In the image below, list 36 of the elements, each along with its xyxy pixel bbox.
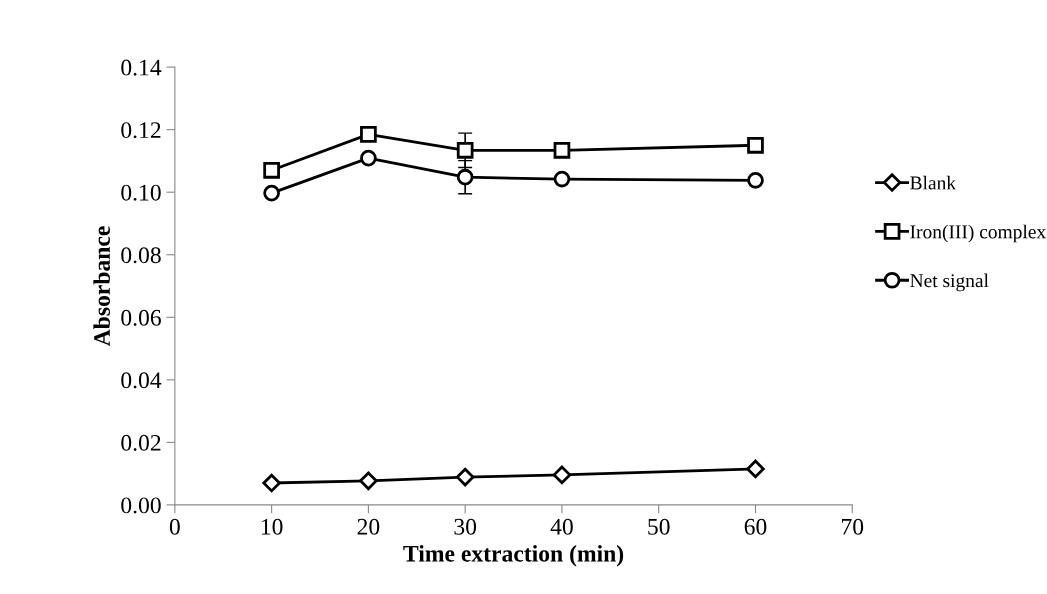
x-tick-label: 20 <box>357 518 380 535</box>
x-tick-label: 40 <box>550 518 573 535</box>
x-tick-label: 50 <box>648 518 670 535</box>
point <box>456 168 474 186</box>
point <box>263 184 280 202</box>
x-tick-label: 60 <box>744 518 767 535</box>
legend-label: Blank <box>910 175 957 190</box>
point <box>747 171 764 189</box>
x-tick-label: 10 <box>261 518 283 535</box>
y-tick-label: 0.06 <box>121 309 161 326</box>
y-axis-title: Absorbance <box>93 226 110 347</box>
point <box>360 126 377 143</box>
point <box>360 149 377 167</box>
legend-label: Net signal <box>910 273 989 292</box>
point <box>747 136 764 154</box>
point <box>553 141 571 159</box>
y-tick-label: 0.14 <box>121 59 162 76</box>
y-tick-label: 0.10 <box>121 184 161 201</box>
point <box>263 161 280 179</box>
x-axis-title: Time extraction (min) <box>403 545 624 567</box>
x-tick-label: 0 <box>169 518 180 535</box>
y-tick-label: 0.00 <box>121 497 161 514</box>
y-tick-label: 0.08 <box>121 247 161 264</box>
y-tick-label: 0.04 <box>121 372 162 389</box>
point <box>456 141 474 159</box>
point <box>746 459 765 479</box>
y-tick-label: 0.12 <box>121 122 161 139</box>
legend-label: Iron(III) complex <box>910 224 1046 243</box>
y-tick-label: 0.02 <box>121 434 161 451</box>
x-tick-label: 30 <box>454 518 477 535</box>
x-tick-label: 70 <box>842 518 864 535</box>
point <box>552 465 572 485</box>
point <box>262 473 281 493</box>
point <box>455 467 475 487</box>
point <box>359 471 378 491</box>
point <box>553 170 571 188</box>
